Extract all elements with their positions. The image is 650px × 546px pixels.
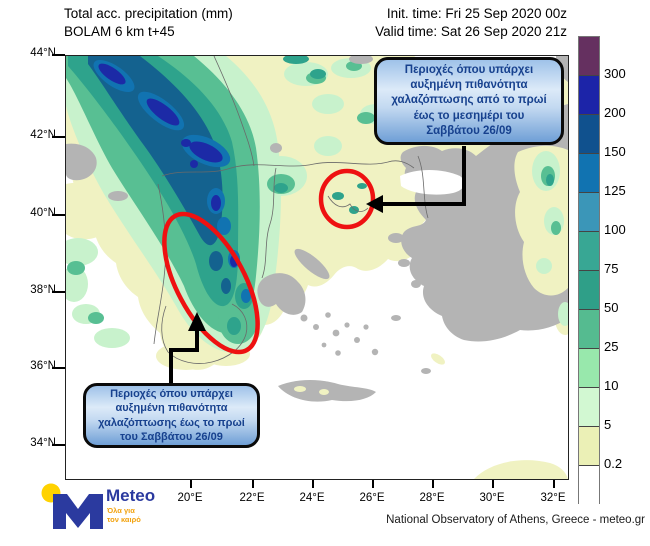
lat-tick [52,291,65,293]
lon-tick [252,479,254,488]
arrow-to-thrace-circle [366,146,466,213]
lat-tick [52,214,65,216]
lat-label: 40°N [30,207,56,219]
colorbar-segment [579,154,599,193]
title-line-1: Total acc. precipitation (mm) [64,6,233,21]
colorbar-label: 10 [604,378,619,393]
lon-tick [492,479,494,488]
precip-colorbar [578,36,600,505]
lon-tick [553,479,555,488]
colorbar-label: 150 [604,144,626,159]
lat-tick [52,54,65,56]
colorbar-label: 5 [604,417,612,432]
lon-label: 24°E [299,492,325,504]
hail-annotation-saturday-morning: Περιοχές όπου υπάρχει αυξημένη πιθανότητ… [83,383,260,448]
colorbar-label: 75 [604,261,619,276]
lon-label: 26°E [359,492,385,504]
rain-area-east [294,145,568,395]
rain-band-very-heavy [88,56,251,303]
lon-label: 22°E [239,492,265,504]
lat-label: 42°N [30,129,56,141]
lon-label: 28°E [419,492,445,504]
lat-label: 34°N [30,437,56,449]
annotation-line: Περιοχές όπου υπάρχει [110,388,233,401]
hail-annotation-saturday-midday: Περιοχές όπου υπάρχει αυξημένη πιθανότητ… [374,57,564,145]
colorbar-segment [579,349,599,388]
colorbar-segment [579,37,599,76]
valid-time: Valid time: Sat 26 Sep 2020 21z [375,23,567,39]
annotation-line: αυξημένη πιθανότητα [410,79,528,92]
lon-label: 20°E [177,492,203,504]
lon-tick [432,479,434,488]
colorbar-label: 100 [604,222,626,237]
italy-heel [66,143,97,181]
logo-m-letter [53,494,103,529]
colorbar-label: 200 [604,105,626,120]
attica [257,273,306,315]
colorbar-segment [579,466,599,505]
arrow-to-west-ellipse [169,312,206,385]
colorbar-label: 25 [604,339,619,354]
lat-label: 36°N [30,360,56,372]
colorbar-segment [579,193,599,232]
annotation-line: έως το μεσημέρι του [413,109,525,122]
colorbar-segment [579,115,599,154]
lon-tick [372,479,374,488]
init-time: Init. time: Fri 25 Sep 2020 00z [386,6,567,21]
marmara-sea [400,170,465,195]
annotation-line: Περιοχές όπου υπάρχει [404,63,534,76]
coastlines-borders [153,56,429,364]
title-line-2: BOLAM 6 km t+45 [64,23,175,39]
annotation-line: αυξημένη πιθανότητα [115,402,228,415]
colorbar-segment [579,427,599,466]
colorbar-segment [579,271,599,310]
map-title: Total acc. precipitation (mm) BOLAM 6 km… [64,5,233,40]
colorbar-segment [579,388,599,427]
colorbar-segment [579,76,599,115]
colorbar-label: 300 [604,66,626,81]
annotation-line: χαλαζόπτωσης έως το πρωί [98,416,245,429]
meteo-logo: Meteo Όλα για τον καιρό [36,482,166,534]
lon-tick [312,479,314,488]
colorbar-label: 0.2 [604,456,623,471]
lat-tick [52,367,65,369]
lat-label: 44°N [30,47,56,59]
lon-tick [190,479,192,488]
annotation-line: του Σαββάτου 26/09 [120,430,223,443]
colorbar-segment [579,310,599,349]
colorbar-label: 125 [604,183,626,198]
lon-label: 32°E [540,492,566,504]
annotation-line: Σαββάτου 26/09 [426,124,512,137]
lat-tick [52,136,65,138]
euboea [294,248,330,280]
lon-label: 30°E [479,492,505,504]
lat-label: 38°N [30,284,56,296]
logo-tagline: Όλα για τον καιρό [107,506,141,524]
run-times: Init. time: Fri 25 Sep 2020 00z Valid ti… [330,5,567,40]
attribution-text: National Observatory of Athens, Greece -… [386,514,645,526]
colorbar-segment [579,232,599,271]
hail-risk-circle-thrace [318,168,376,230]
meteo-logo-mark [41,483,103,529]
colorbar-label: 50 [604,300,619,315]
lat-tick [52,444,65,446]
hail-risk-ellipse-west-greece [162,211,260,355]
logo-wordmark: Meteo [106,486,156,505]
annotation-line: χαλαζόπτωσης από το πρωί [391,94,547,107]
